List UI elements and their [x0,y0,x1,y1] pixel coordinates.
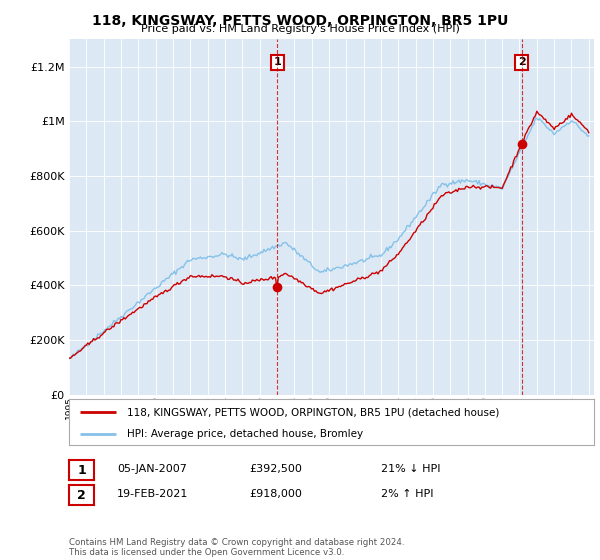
Text: 2: 2 [518,57,526,67]
Text: £392,500: £392,500 [249,464,302,474]
Text: Contains HM Land Registry data © Crown copyright and database right 2024.
This d: Contains HM Land Registry data © Crown c… [69,538,404,557]
Text: 2: 2 [77,488,86,502]
Text: 2% ↑ HPI: 2% ↑ HPI [381,489,433,499]
Text: Price paid vs. HM Land Registry's House Price Index (HPI): Price paid vs. HM Land Registry's House … [140,24,460,34]
Text: 1: 1 [77,464,86,477]
Text: 19-FEB-2021: 19-FEB-2021 [117,489,188,499]
Text: 21% ↓ HPI: 21% ↓ HPI [381,464,440,474]
Text: 1: 1 [274,57,281,67]
Text: 05-JAN-2007: 05-JAN-2007 [117,464,187,474]
Text: 118, KINGSWAY, PETTS WOOD, ORPINGTON, BR5 1PU: 118, KINGSWAY, PETTS WOOD, ORPINGTON, BR… [92,14,508,28]
Text: 118, KINGSWAY, PETTS WOOD, ORPINGTON, BR5 1PU (detached house): 118, KINGSWAY, PETTS WOOD, ORPINGTON, BR… [127,407,499,417]
Text: HPI: Average price, detached house, Bromley: HPI: Average price, detached house, Brom… [127,429,363,438]
Text: £918,000: £918,000 [249,489,302,499]
